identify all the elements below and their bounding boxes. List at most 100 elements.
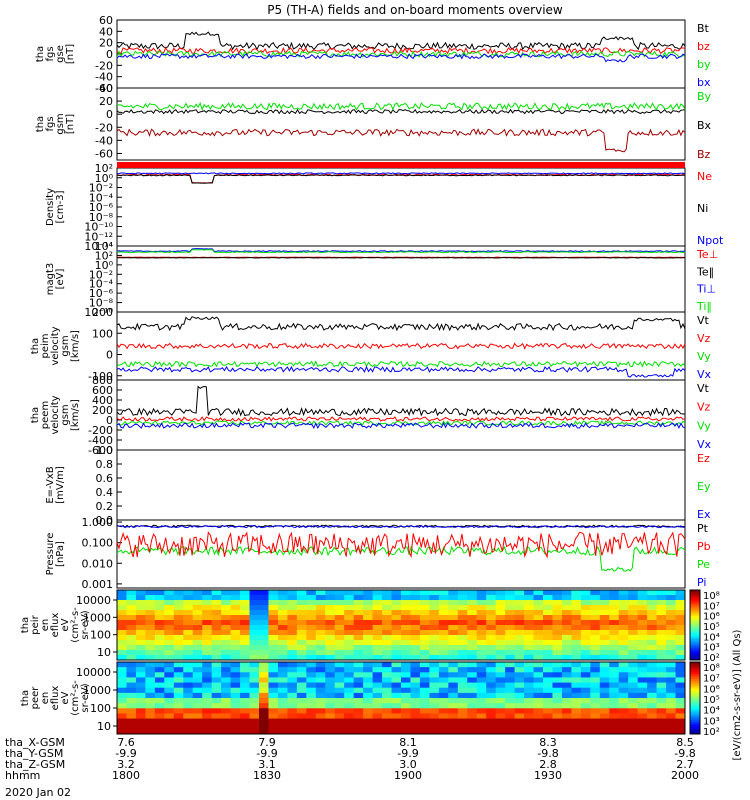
spectro-cell [571,615,582,621]
spectro-cell [656,590,667,596]
spectro-cell [334,718,345,725]
ylabel-density: [cm-3] [55,190,66,223]
spectro-cell [495,662,506,668]
spectro-cell [372,595,383,601]
spectro-cell [486,672,497,678]
legend-fgs_gsm: Bx [697,119,712,132]
spectro-cell [372,692,383,699]
spectro-cell [590,590,601,596]
spectro-cell [580,687,591,694]
spectro-cell [164,718,175,725]
spectro-cell [410,605,421,611]
spectro-cell [457,645,468,651]
spectro-cell [580,723,591,730]
spectro-cell [637,610,648,616]
spectro-cell [315,708,326,714]
spectro-cell [524,677,535,684]
spectro-cell [268,645,279,651]
spectro-cell [240,728,251,735]
colorbar-tick: 10⁶ [703,684,720,695]
spectro-cell [135,708,146,714]
spectro-cell [192,605,203,611]
spectro-cell [240,718,251,725]
xaxis-value: 1930 [534,769,562,782]
spectro-cell [609,682,620,689]
spectro-cell [590,605,601,611]
spectro-cell [325,615,336,621]
ytick-label: 200 [92,404,113,417]
series-peem-Vt [116,385,686,417]
spectro-cell [268,620,279,626]
spectro-cell [287,708,298,714]
spectro-cell [382,655,393,661]
colorbar-cell [690,653,700,656]
spectro-cell [353,635,364,641]
spectro-cell [495,640,506,646]
panel-peer: tha peer en eflux eV (cm²-s-sr-eV)10000100010… [20,661,686,735]
spectro-cell [183,723,194,730]
colorbar-cell [690,604,700,607]
ylabel-peem: [km/s] [70,399,81,431]
spectro-cell [637,635,648,641]
spectro-cell [401,620,411,626]
colorbar-cell [690,707,700,711]
xaxis-value: 2000 [671,769,699,782]
spectro-cell [154,630,165,636]
spectro-cell [344,662,355,668]
spectro-cell [145,620,156,626]
spectro-cell [429,630,440,636]
spectro-cell [145,718,156,725]
spectro-cell [363,682,374,689]
spectro-cell [476,713,487,720]
spectro-cell [344,728,355,735]
spectro-cell [637,645,648,651]
spectro-cell [656,655,667,661]
spectro-cell [353,667,364,673]
spectro-cell [372,667,383,673]
colorbar-cell [690,608,700,612]
legend-pressure: Pe [697,558,710,571]
spectro-cell [543,723,553,730]
spectro-cell [126,630,137,636]
colorbar-tick: 10⁵ [703,622,720,633]
colorbar-cell [690,688,700,692]
spectro-cell [561,630,572,636]
spectro-cell [618,718,629,725]
spectro-cell [202,625,213,631]
spectro-cell [211,723,222,730]
spectro-cell [230,635,241,641]
spectro-cell [656,640,667,646]
spectro-cell [543,687,553,694]
spectro-cell [202,723,213,730]
ytick-label: 1000 [83,684,111,697]
spectro-cell [419,600,430,606]
spectro-cell [467,708,478,714]
spectro-cell [192,718,203,725]
ylabel-peim: gsm [60,335,71,356]
spectro-cell [401,708,411,714]
spectro-cell [675,672,686,678]
spectro-cell [419,605,430,611]
spectro-cell [533,640,544,646]
spectro-cell [618,708,629,714]
spectro-cell [618,672,629,678]
spectro-cell [448,615,459,621]
spectro-cell [211,708,222,714]
spectro-cell [287,698,298,704]
spectro-cell [315,713,326,720]
spectro-cell [315,687,326,694]
spectro-cell [183,595,194,601]
spectro-cell [287,630,298,636]
spectro-cell [325,687,336,694]
spectro-cell [410,595,421,601]
spectro-cell [202,692,213,699]
spectro-cell [410,667,421,673]
spectro-cell [277,672,288,678]
spectro-cell [145,672,156,678]
spectro-cell [249,595,260,601]
spectro-cell [486,692,497,699]
spectro-cell [505,640,516,646]
spectro-cell [438,655,449,661]
spectro-cell [552,605,563,611]
spectro-cell [543,655,553,661]
